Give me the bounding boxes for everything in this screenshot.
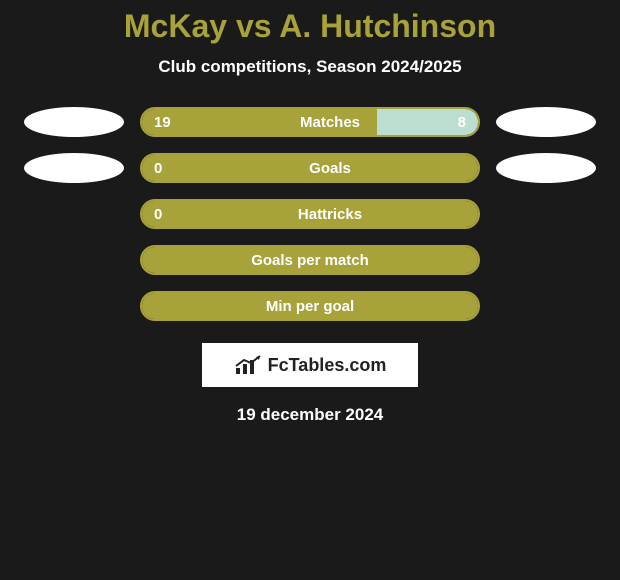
logo-text: FcTables.com bbox=[268, 355, 387, 376]
stat-label: Goals bbox=[142, 155, 478, 181]
stat-label: Goals per match bbox=[142, 247, 478, 273]
player-badge-left bbox=[24, 107, 124, 137]
page-subtitle: Club competitions, Season 2024/2025 bbox=[0, 57, 620, 77]
stat-row: Min per goal bbox=[0, 291, 620, 321]
player-badge-right bbox=[496, 153, 596, 183]
player-badge-right bbox=[496, 107, 596, 137]
stat-rows: 198Matches 0Goals 0Hattricks Goals per matc… bbox=[0, 107, 620, 321]
stat-bar: 198Matches bbox=[140, 107, 480, 137]
stat-row: 198Matches bbox=[0, 107, 620, 137]
stat-row: Goals per match bbox=[0, 245, 620, 275]
stat-row: 0Goals bbox=[0, 153, 620, 183]
logo-icon bbox=[234, 354, 262, 376]
stat-bar: 0Goals bbox=[140, 153, 480, 183]
stat-label: Min per goal bbox=[142, 293, 478, 319]
date-text: 19 december 2024 bbox=[0, 405, 620, 425]
stat-bar: Goals per match bbox=[140, 245, 480, 275]
stat-bar: 0Hattricks bbox=[140, 199, 480, 229]
stat-row: 0Hattricks bbox=[0, 199, 620, 229]
stat-bar: Min per goal bbox=[140, 291, 480, 321]
logo-box: FcTables.com bbox=[202, 343, 418, 387]
player-badge-left bbox=[24, 153, 124, 183]
stat-label: Matches bbox=[142, 109, 478, 135]
stat-label: Hattricks bbox=[142, 201, 478, 227]
page-title: McKay vs A. Hutchinson bbox=[0, 8, 620, 45]
